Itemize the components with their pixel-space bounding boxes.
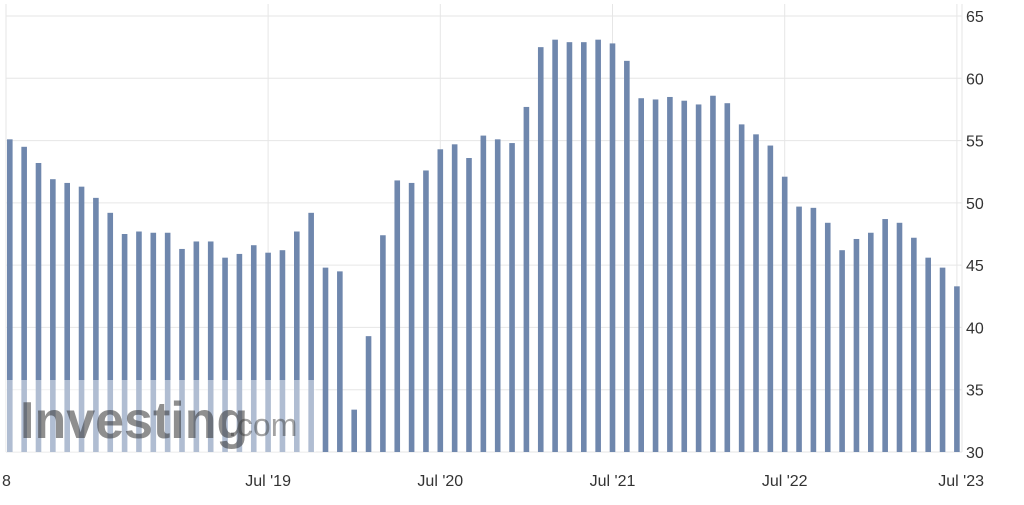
bar[interactable]: 2018-07: 50.4	[93, 197, 99, 452]
bar[interactable]: 2020-01: 33.4	[351, 409, 357, 452]
bar[interactable]: 2018-11: 47.6	[150, 232, 157, 452]
bar[interactable]: 2023-01: 47.6	[868, 232, 874, 452]
y-tick-label: 35	[966, 383, 984, 400]
bar[interactable]: 2023-04: 47.2	[911, 237, 917, 452]
bar[interactable]: 2022-08: 49.7	[796, 206, 802, 452]
bar[interactable]: 2019-07: 46	[265, 252, 271, 452]
bar[interactable]: 2019-01: 46.3	[179, 248, 185, 452]
bar[interactable]: 2023-05: 45.6	[925, 257, 931, 452]
y-axis: 30 35 40 45 50 55 60 65	[966, 9, 984, 462]
bar[interactable]: 2021-10: 58.3	[652, 99, 659, 453]
bar[interactable]: 2020-06: 52.6	[423, 170, 429, 452]
bar[interactable]: 2023-03: 48.4	[896, 222, 903, 452]
bar[interactable]: 2018-08: 49.2	[107, 212, 114, 452]
bar-series: 2018-01: 55.1 2018-02: 54.5 2018-03: 53.2 2…	[7, 39, 960, 453]
bar[interactable]: 2020-08: 54.7	[451, 144, 458, 452]
bar[interactable]: 2020-05: 51.6	[408, 182, 415, 452]
bar[interactable]: 2020-04: 51.8	[394, 180, 401, 452]
investing-watermark: Investing .com	[6, 380, 316, 452]
bar[interactable]: 2021-11: 58.5	[667, 96, 673, 452]
bar[interactable]: 2022-06: 54.6	[767, 145, 774, 453]
bar[interactable]: 2022-04: 56.3	[738, 124, 745, 452]
bar[interactable]: 2019-12: 44.5	[337, 271, 343, 452]
bar[interactable]: 2022-03: 58	[724, 103, 731, 452]
bar[interactable]: 2019-11: 44.8	[322, 267, 329, 452]
x-tick-label: Jul '23	[938, 473, 984, 490]
y-tick-label: 60	[966, 71, 984, 88]
bar[interactable]: 2021-01: 57.7	[523, 106, 530, 452]
bar[interactable]: 2019-04: 45.6	[222, 257, 228, 452]
x-tick-label: Jul '19	[245, 473, 291, 490]
bar[interactable]: 2022-02: 58.6	[710, 95, 716, 452]
bar[interactable]: 2021-05: 62.9	[581, 42, 587, 452]
bar[interactable]: 2021-12: 58.2	[681, 100, 688, 453]
bar[interactable]: 2019-02: 46.9	[193, 241, 200, 452]
bar[interactable]: 2020-11: 55.1	[494, 139, 501, 452]
bar[interactable]: 2021-09: 58.4	[638, 98, 644, 452]
bar[interactable]: 2022-11: 46.2	[839, 250, 845, 452]
watermark-suffix: .com	[228, 407, 297, 443]
y-tick-label: 45	[966, 258, 984, 275]
y-tick-label: 40	[966, 320, 984, 337]
bar[interactable]: 2018-04: 51.9	[50, 179, 56, 452]
bar[interactable]: 2021-07: 62.8	[609, 43, 616, 452]
bar[interactable]: 2020-03: 47.4	[380, 235, 386, 452]
bar[interactable]: 2020-02: 39.3	[365, 336, 372, 452]
bar[interactable]: 2019-05: 45.9	[236, 253, 243, 452]
x-axis: 8 Jul '19 Jul '20 Jul '21 Jul '22 Jul '23	[2, 473, 984, 490]
bar[interactable]: 2019-06: 46.6	[250, 245, 257, 452]
x-tick-label: Jul '20	[417, 473, 463, 490]
bar[interactable]: 2021-06: 63.1	[595, 39, 601, 453]
bar[interactable]: 2018-02: 54.5	[21, 146, 27, 453]
watermark-brand: Investing	[20, 392, 248, 450]
bar[interactable]: 2021-03: 63.1	[552, 39, 558, 453]
bar[interactable]: 2019-03: 46.9	[207, 241, 214, 452]
x-tick-label: Jul '21	[590, 473, 636, 490]
bar[interactable]: 2018-09: 47.5	[121, 234, 128, 452]
bar[interactable]: 2020-10: 55.4	[480, 135, 487, 452]
bar[interactable]: 2023-07: 43.3	[954, 286, 960, 452]
bar[interactable]: 2018-05: 51.6	[64, 182, 70, 452]
bar[interactable]: 2023-06: 44.8	[939, 267, 946, 452]
bar[interactable]: 2021-02: 62.5	[537, 47, 544, 452]
bar[interactable]: 2021-04: 62.9	[566, 42, 573, 452]
bar[interactable]: 2022-12: 47.1	[853, 238, 860, 452]
bar[interactable]: 2021-08: 61.4	[624, 60, 630, 452]
bar[interactable]: 2022-01: 57.9	[695, 104, 702, 452]
bar[interactable]: 2023-02: 48.7	[882, 219, 888, 452]
bar[interactable]: 2020-07: 54.3	[437, 149, 444, 453]
bar[interactable]: 2018-10: 47.7	[136, 231, 142, 452]
bar[interactable]: 2018-12: 47.6	[164, 232, 171, 452]
bar[interactable]: 2022-10: 48.4	[824, 222, 831, 452]
x-tick-label: Jul '22	[762, 473, 808, 490]
bar[interactable]: 2020-09: 53.6	[466, 158, 472, 452]
y-tick-label: 55	[966, 134, 984, 151]
y-tick-label: 30	[966, 445, 984, 462]
bar[interactable]: 2018-06: 51.3	[78, 186, 85, 452]
bar[interactable]: 2019-09: 47.7	[294, 231, 300, 452]
bar[interactable]: 2019-08: 46.2	[279, 250, 286, 452]
bar[interactable]: 2022-05: 55.5	[753, 134, 759, 452]
bar[interactable]: 2018-01: 55.1	[7, 139, 13, 452]
bar[interactable]: 2019-10: 49.2	[308, 212, 314, 452]
bar[interactable]: 2018-03: 53.2	[35, 162, 42, 453]
x-tick-label: 8	[2, 473, 11, 490]
bar[interactable]: 2022-07: 52.1	[781, 176, 788, 452]
watermark-backdrop	[6, 380, 316, 452]
y-tick-label: 50	[966, 196, 984, 213]
bar[interactable]: 2022-09: 49.6	[810, 207, 817, 452]
bar[interactable]: 2020-12: 54.8	[509, 143, 515, 452]
y-tick-label: 65	[966, 9, 984, 26]
